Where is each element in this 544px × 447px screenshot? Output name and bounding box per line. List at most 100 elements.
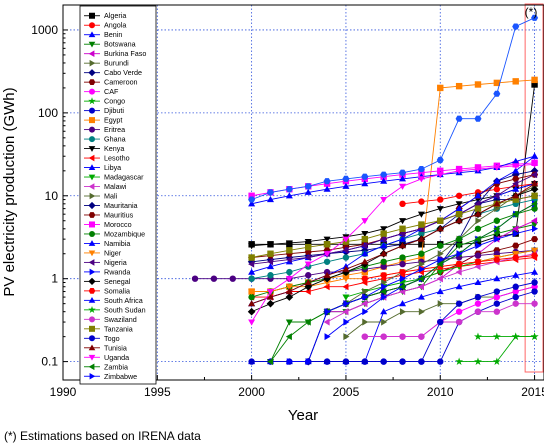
data-point [399,333,406,340]
legend-item: Lesotho [84,154,130,163]
legend-label: Senegal [104,277,131,286]
legend-label: Mozambique [104,229,145,238]
data-point [418,221,425,228]
data-point [512,271,520,278]
legend-label: Tanzania [104,324,133,333]
legend-item: Egypt [84,116,122,125]
series-line [251,183,535,247]
data-point [361,218,369,225]
data-point [304,248,312,256]
data-point [512,293,519,301]
legend-marker [89,192,96,200]
data-point [248,196,256,203]
legend-marker [88,344,96,351]
legend-label: Algeria [104,11,126,20]
data-point [512,210,519,218]
data-point [285,293,294,301]
legend-item: Botswana [84,40,136,49]
data-point [417,176,425,183]
data-point [531,171,538,179]
series-line [251,155,535,205]
series-tunisia [248,180,539,307]
legend-marker [88,154,95,162]
data-point [361,231,369,238]
data-point [437,84,444,92]
legend-item: Mozambique [84,229,145,238]
data-point [512,163,520,170]
legend-item: Kenya [84,144,124,153]
legend-item: Senegal [84,277,131,286]
data-point [493,164,501,171]
data-point [399,242,407,249]
data-point [474,357,482,365]
data-point [380,250,388,257]
series-south-sudan [474,332,539,341]
series-line [364,255,535,280]
x-tick-labels: 1990 1995 2000 2005 2010 2015 [50,385,544,399]
data-point [493,231,501,238]
data-point [437,196,444,203]
data-point [342,182,350,189]
data-point [418,333,425,340]
legend-label: Botswana [104,40,136,49]
legend-label: Mauritania [104,201,138,210]
y-tick-label: 0.1 [41,355,58,369]
data-point [474,300,482,307]
data-point [304,261,312,268]
legend-item: Djibuti [84,106,124,115]
legend-marker [88,174,96,181]
series-zimbabwe [286,225,539,366]
legend-marker [88,305,96,314]
data-point [399,300,407,307]
legend-item: Cabo Verde [84,68,142,77]
legend-label: Egypt [104,116,122,125]
data-point [493,192,500,200]
data-point [474,210,482,217]
data-point [474,252,482,259]
data-point [286,247,293,254]
x-tick-label: 2005 [333,385,360,399]
data-point [493,293,501,301]
data-point [399,225,406,232]
data-point [512,254,520,261]
data-point [399,269,407,276]
legend-label: Lesotho [104,154,130,163]
data-point [286,358,293,366]
data-point [323,236,331,243]
legend-item: Tunisia [84,343,127,352]
series-somalia [361,252,539,282]
data-point [324,308,331,316]
data-point [531,161,539,168]
data-point [474,225,482,232]
legend-marker [89,268,96,276]
legend-item: Swaziland [84,315,137,324]
legend-label: Nigeria [104,258,127,267]
data-point [512,185,520,192]
legend-marker [89,372,96,380]
legend-label: Congo [104,97,125,106]
grid [63,5,544,380]
data-point [436,156,444,164]
legend-item: Mali [84,192,118,201]
data-point [493,308,501,315]
data-point [285,284,293,291]
data-point [266,293,275,300]
data-point [285,319,293,326]
data-point [248,358,255,365]
data-point [418,230,425,237]
data-point [512,242,520,249]
data-point [512,225,519,233]
data-point [493,186,501,193]
data-point [493,79,501,87]
data-point [323,251,331,258]
data-point [266,263,275,270]
data-point [342,294,350,301]
data-point [474,293,482,301]
y-tick-label: 1 [51,272,58,286]
legend-marker [88,288,96,294]
data-point [342,246,349,254]
data-point [436,269,444,276]
data-point [512,288,519,295]
data-point [380,230,387,237]
data-point [437,318,444,326]
